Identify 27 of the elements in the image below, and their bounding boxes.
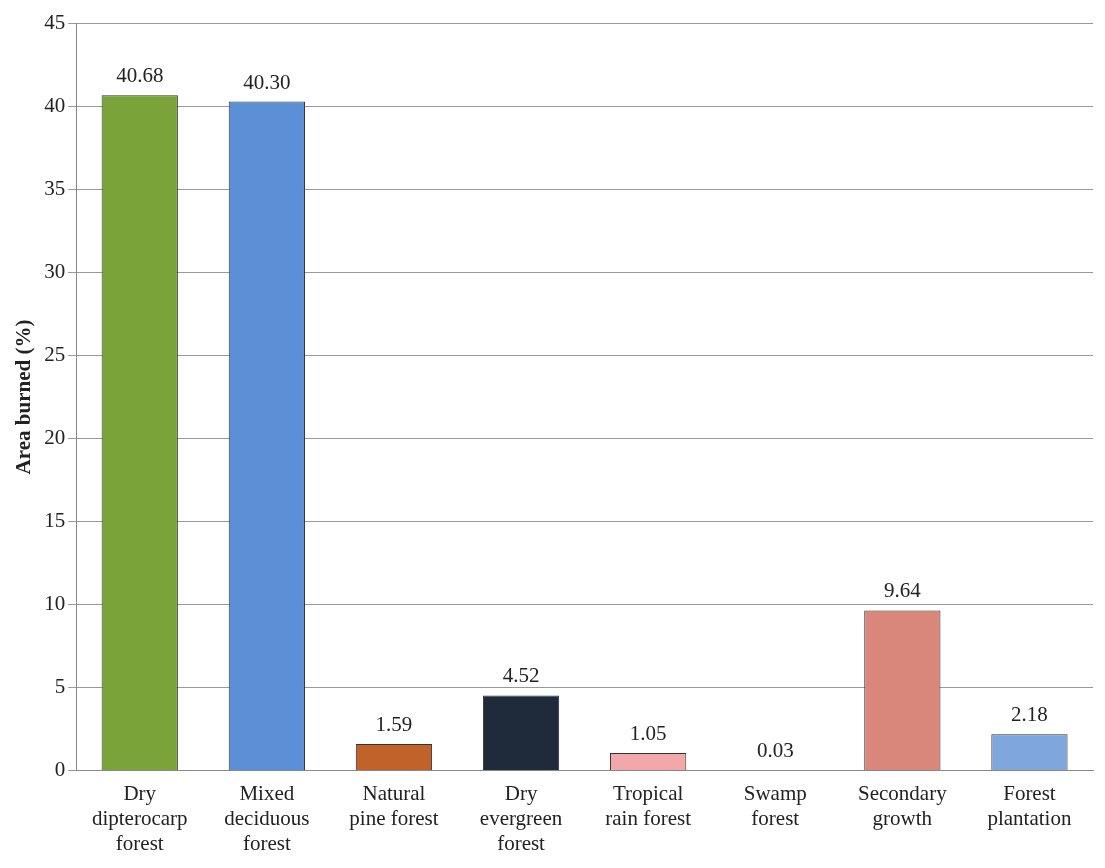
y-tick-label: 10 <box>44 590 66 615</box>
y-tick-label: 20 <box>44 425 66 449</box>
data-label: 40.30 <box>243 69 291 94</box>
y-tick-label: 5 <box>54 673 66 698</box>
data-label: 1.05 <box>629 720 667 745</box>
data-label: 1.59 <box>375 712 413 737</box>
x-tick-label: Swamp forest <box>743 780 807 830</box>
x-tick-label: Natural pine forest <box>349 780 439 830</box>
x-tick-label: Secondary growth <box>858 780 948 830</box>
x-tick-label: Dry dipterocarp forest <box>91 780 188 855</box>
x-tick-label: Mixed deciduous forest <box>224 780 310 855</box>
y-tick-label: 40 <box>44 93 66 118</box>
x-tick-label: Forest plantation <box>987 780 1072 830</box>
x-tick-label: Tropical rain forest <box>605 780 692 830</box>
y-tick-label: 30 <box>44 259 66 284</box>
y-tick-label: 15 <box>44 507 66 532</box>
data-label: 9.64 <box>883 578 922 603</box>
y-tick-label: 45 <box>44 10 66 35</box>
data-label: 4.52 <box>502 663 540 688</box>
y-tick-label: 0 <box>54 756 66 781</box>
x-tick-label: Dry evergreen forest <box>479 780 563 855</box>
y-axis-title: Area burned (%) <box>11 319 36 475</box>
data-label: 2.18 <box>1011 702 1048 727</box>
y-tick-label: 35 <box>44 176 66 201</box>
y-tick-label: 25 <box>44 342 66 367</box>
data-label: 40.68 <box>116 63 164 88</box>
data-label: 0.03 <box>756 737 794 762</box>
